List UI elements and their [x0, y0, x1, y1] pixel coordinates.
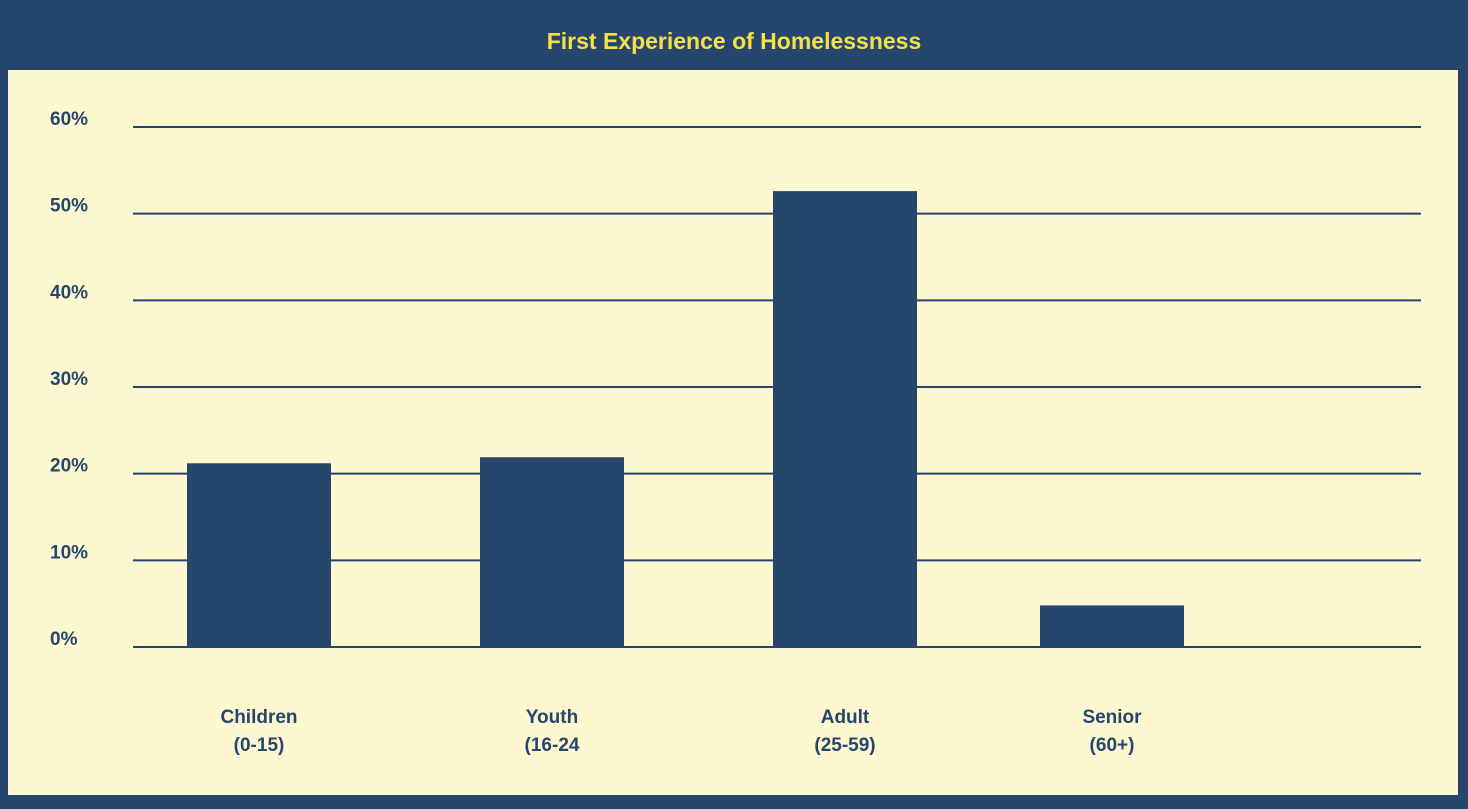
y-tick-label: 10% [50, 542, 88, 563]
chart-title: First Experience of Homelessness [547, 28, 922, 54]
x-tick-label: Adult (25-59) [814, 707, 876, 756]
plot-background [8, 70, 1458, 795]
y-tick-label: 60% [50, 109, 88, 130]
bar [187, 463, 331, 647]
y-tick-label: 50% [50, 196, 88, 217]
bar [773, 191, 917, 647]
y-tick-label: 30% [50, 369, 88, 390]
y-tick-label: 0% [50, 629, 78, 650]
y-tick-label: 20% [50, 456, 88, 477]
x-tick-label: Senior (60+) [1082, 707, 1142, 756]
x-tick-label: Children (0-15) [220, 707, 298, 756]
bar [1040, 605, 1184, 647]
x-tick-label: Youth (16-24 [524, 707, 580, 756]
y-tick-label: 40% [50, 282, 88, 303]
bar [480, 457, 624, 647]
